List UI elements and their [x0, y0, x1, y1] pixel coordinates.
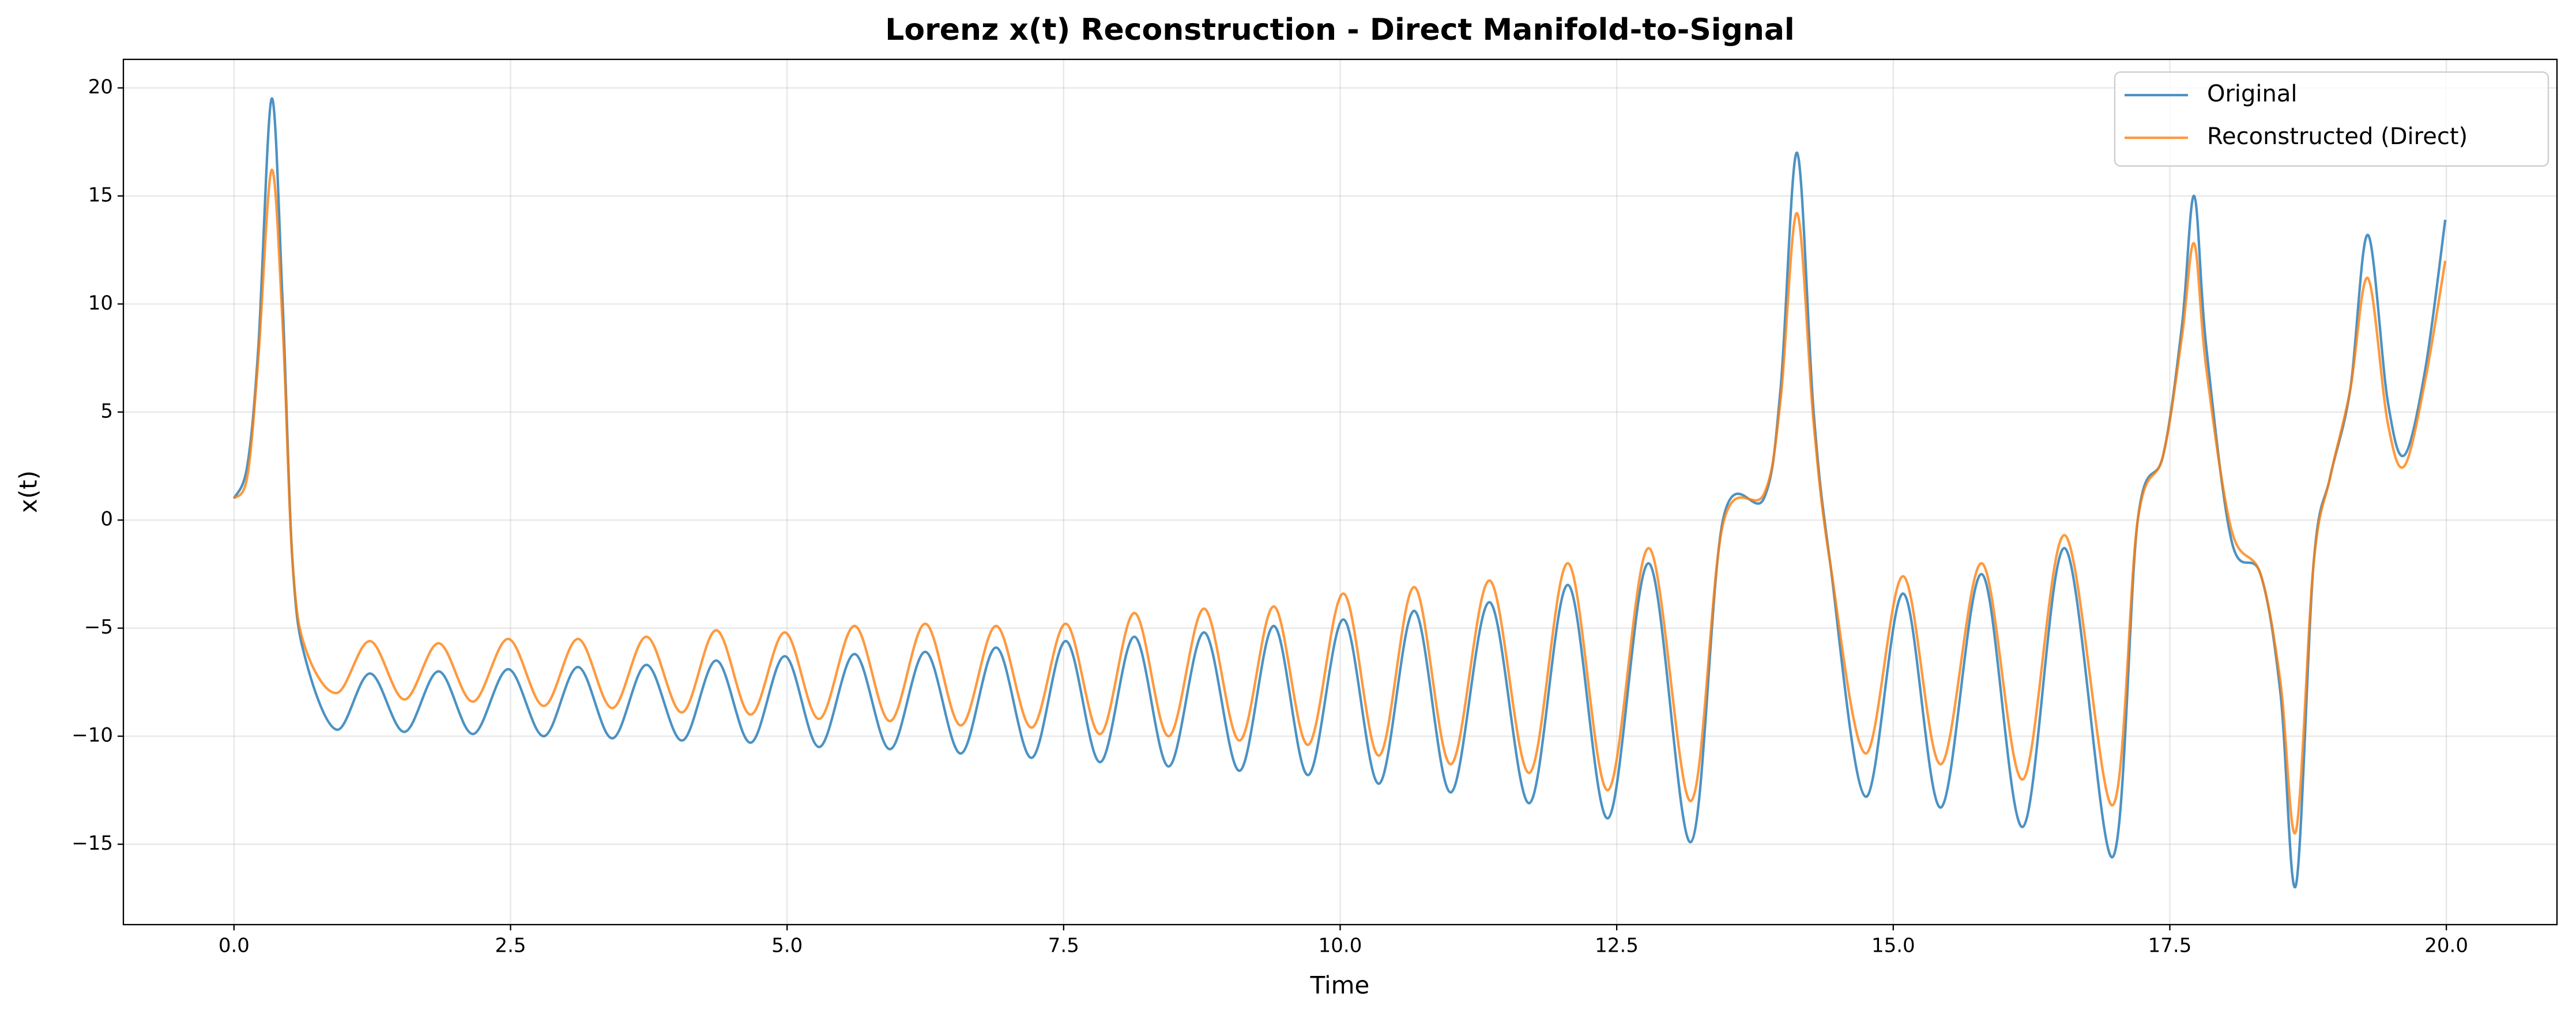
chart-title: Lorenz x(t) Reconstruction - Direct Mani…	[885, 13, 1795, 47]
x-tick-label: 5.0	[771, 934, 803, 957]
x-tick-label: 12.5	[1595, 934, 1639, 957]
y-tick-label: −5	[84, 616, 113, 639]
y-tick-label: −15	[71, 832, 113, 855]
legend-label: Reconstructed (Direct)	[2207, 123, 2468, 150]
x-tick-label: 17.5	[2148, 934, 2192, 957]
x-tick-label: 20.0	[2424, 934, 2468, 957]
y-axis-label: x(t)	[14, 470, 43, 513]
y-tick-label: 10	[88, 292, 113, 315]
x-tick-label: 10.0	[1319, 934, 1362, 957]
series-line	[232, 97, 2447, 889]
legend-label: Original	[2207, 81, 2298, 107]
x-tick-label: 7.5	[1048, 934, 1079, 957]
y-tick-label: 5	[100, 399, 113, 423]
y-tick-label: −10	[71, 724, 113, 747]
plot-frame	[122, 58, 2558, 926]
y-tick-label: 15	[88, 183, 113, 206]
series-line	[233, 168, 2447, 835]
legend-box	[2114, 71, 2549, 167]
x-tick-label: 0.0	[219, 934, 250, 957]
x-axis-label: Time	[1310, 971, 1370, 1000]
y-tick-label: 20	[88, 76, 113, 99]
x-tick-label: 15.0	[1871, 934, 1915, 957]
y-tick-label: 0	[100, 508, 113, 531]
x-tick-label: 2.5	[495, 934, 526, 957]
